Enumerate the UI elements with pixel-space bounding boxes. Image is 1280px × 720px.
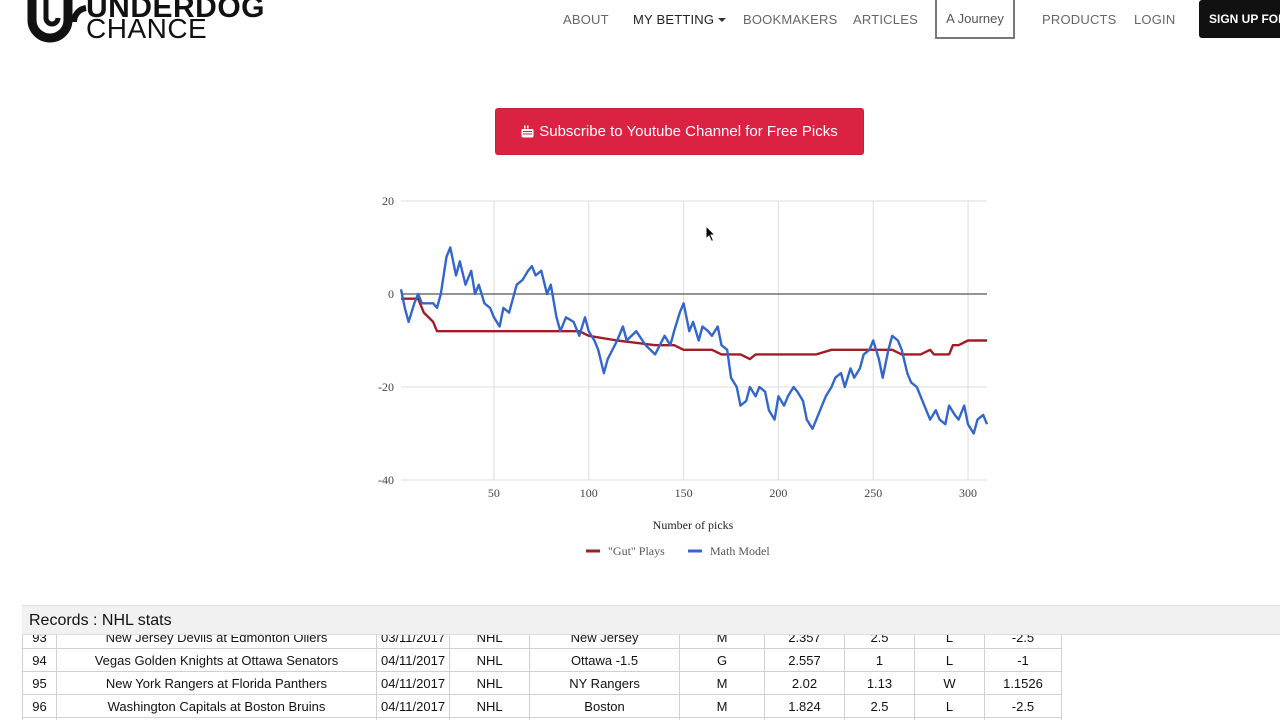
cell-stake: 2.5 (843, 694, 915, 718)
table-row: 96 Washington Capitals at Boston Bruins 04… (22, 694, 1062, 718)
cell-match: New York Rangers at Florida Panthers (55, 671, 377, 695)
chart-series (399, 246, 989, 435)
cell-odds: 1.774 (764, 717, 845, 720)
x-axis-label: Number of picks (653, 518, 734, 532)
profit-line-chart: 200-20-40 50 100 150 200 250 300 Number of pi… (378, 194, 989, 558)
y-tick-label: -40 (378, 473, 394, 487)
cell-league: NHL (449, 694, 531, 718)
site-logo[interactable]: UNDERDOG CHANCE (24, 0, 266, 46)
x-tick-label: 150 (675, 486, 693, 500)
site-header: UNDERDOG CHANCE ABOUT MY BETTING BOOKMAK… (0, 0, 1280, 48)
cell-result: L (913, 648, 985, 672)
cell-result: W (913, 671, 985, 695)
cell-league: NHL (449, 671, 531, 695)
records-table: 93 New Jersey Devils at Edmonton Oilers 03… (22, 635, 1062, 720)
cell-selection: New Jersey (529, 635, 681, 649)
cell-match: Vegas Golden Knights at Ottawa Senators (55, 648, 377, 672)
cell-selection: Tampa Bay (529, 717, 681, 720)
cell-profit: -2.5 (983, 694, 1062, 718)
nav-a-journey[interactable]: A Journey (935, 0, 1015, 39)
youtube-icon (521, 125, 534, 138)
cell-stake: 1.13 (843, 671, 915, 695)
logo-text-line1: UNDERDOG (86, 0, 266, 24)
nav-my-betting-label: MY BETTING (633, 12, 715, 27)
cell-pick-number: 94 (22, 648, 57, 672)
cell-stake: 1 (843, 648, 915, 672)
records-title: Records : NHL stats (29, 612, 172, 629)
cell-league: NHL (449, 717, 531, 720)
y-tick-label: 20 (382, 194, 394, 208)
cell-odds: 2.357 (764, 635, 845, 649)
cell-profit: 1.1526 (983, 671, 1062, 695)
nav-articles[interactable]: ARTICLES (853, 12, 918, 27)
cell-odds: 2.557 (764, 648, 845, 672)
cell-type: M (679, 694, 765, 718)
cell-selection: Boston (529, 694, 681, 718)
x-axis-ticks: 50 100 150 200 250 300 (488, 486, 977, 500)
x-tick-label: 50 (488, 486, 500, 500)
records-header: Records : NHL stats (22, 605, 1280, 635)
nav-bookmakers[interactable]: BOOKMAKERS (743, 12, 838, 27)
cell-profit: -2.5 (983, 635, 1062, 649)
cell-result: L (913, 635, 985, 649)
cell-date: 04/11/2017 (375, 671, 451, 695)
cell-date: 04/11/2017 (375, 717, 451, 720)
series-line-math-model (399, 246, 989, 435)
nav-about[interactable]: ABOUT (563, 12, 609, 27)
x-tick-label: 250 (864, 486, 882, 500)
cell-date: 03/11/2017 (375, 635, 451, 649)
cell-league: NHL (449, 648, 531, 672)
cell-pick-number: 96 (22, 694, 57, 718)
table-row: 95 New York Rangers at Florida Panthers 04… (22, 671, 1062, 695)
signup-button[interactable]: SIGN UP FOR (1199, 0, 1280, 38)
cell-profit: -1 (983, 648, 1062, 672)
cell-date: 04/11/2017 (375, 648, 451, 672)
cell-stake: 1.78 (843, 717, 915, 720)
subscribe-label: Subscribe to Youtube Channel for Free Pi… (539, 123, 838, 140)
cell-type: M (679, 671, 765, 695)
cell-profit: 1.38888 (983, 717, 1062, 720)
table-row: 94 Vegas Golden Knights at Ottawa Senator… (22, 648, 1062, 672)
cell-type: M (679, 635, 765, 649)
cell-pick-number: 95 (22, 671, 57, 695)
nav-login[interactable]: LOGIN (1134, 12, 1176, 27)
cell-type: G (679, 648, 765, 672)
x-tick-label: 300 (959, 486, 977, 500)
records-table-container[interactable]: 93 New Jersey Devils at Edmonton Oilers 03… (22, 635, 1062, 720)
cell-selection: Ottawa -1.5 (529, 648, 681, 672)
y-axis-ticks: 20 0 -20 -40 (378, 194, 394, 487)
logo-mark-icon (27, 0, 87, 43)
cell-odds: 2.02 (764, 671, 845, 695)
cell-match: Washington Capitals at Boston Bruins (55, 694, 377, 718)
nav-my-betting[interactable]: MY BETTING (633, 12, 727, 27)
cell-selection: NY Rangers (529, 671, 681, 695)
cell-stake: 2.5 (843, 635, 915, 649)
legend-label: "Gut" Plays (608, 544, 665, 558)
x-tick-label: 200 (769, 486, 787, 500)
y-tick-label: 0 (388, 287, 394, 301)
cell-odds: 1.824 (764, 694, 845, 718)
table-row: 97Columbus Blue Jackets at Tampa Bay Lig… (22, 717, 1062, 720)
nav-products[interactable]: PRODUCTS (1042, 12, 1117, 27)
cell-league: NHL (449, 635, 531, 649)
logo-text-line2: CHANCE (86, 13, 208, 44)
cell-date: 04/11/2017 (375, 694, 451, 718)
table-row: 93 New Jersey Devils at Edmonton Oilers 03… (22, 635, 1062, 649)
mouse-cursor-icon (705, 225, 717, 243)
cell-pick-number: 93 (22, 635, 57, 649)
y-tick-label: -20 (378, 380, 394, 394)
series-line-gut-plays (401, 297, 987, 361)
x-tick-label: 100 (580, 486, 598, 500)
chart-legend: "Gut" Plays Math Model (586, 544, 770, 558)
cell-result: L (913, 694, 985, 718)
cell-match: New Jersey Devils at Edmonton Oilers (55, 635, 377, 649)
nav-a-journey-label: A Journey (946, 11, 1004, 26)
caret-down-icon (718, 17, 727, 22)
subscribe-youtube-button[interactable]: Subscribe to Youtube Channel for Free Pi… (495, 108, 864, 155)
legend-label: Math Model (710, 544, 770, 558)
